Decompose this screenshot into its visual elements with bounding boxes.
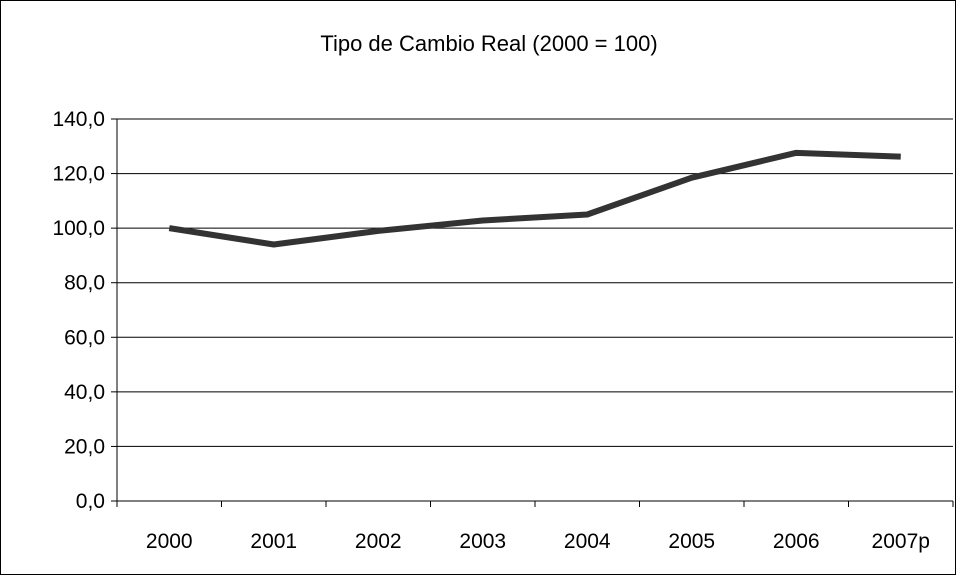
y-tick-label: 0,0	[76, 490, 105, 513]
x-tick-label: 2002	[355, 530, 402, 553]
y-tick-label: 140,0	[52, 108, 105, 131]
series-line	[169, 153, 901, 245]
x-tick-label: 2000	[146, 530, 193, 553]
axes	[111, 119, 953, 507]
x-tick-label: 2003	[459, 530, 506, 553]
y-tick-label: 60,0	[64, 326, 105, 349]
chart-title: Tipo de Cambio Real (2000 = 100)	[320, 31, 657, 56]
x-tick-label: 2005	[668, 530, 715, 553]
y-tick-label: 20,0	[64, 435, 105, 458]
y-tick-label: 40,0	[64, 381, 105, 404]
tick-labels: 0,0 20,0 40,0 60,0 80,0 100,0 120,0 140,0 2000 20…	[52, 108, 930, 553]
y-tick-label: 100,0	[52, 217, 105, 240]
series-layer	[169, 153, 901, 245]
x-tick-label: 2004	[564, 530, 611, 553]
x-tick-label: 2007p	[872, 530, 930, 553]
y-tick-label: 120,0	[52, 163, 105, 186]
x-tick-label: 2006	[773, 530, 820, 553]
y-tick-label: 80,0	[64, 272, 105, 295]
gridlines	[117, 119, 953, 501]
x-tick-label: 2001	[250, 530, 297, 553]
